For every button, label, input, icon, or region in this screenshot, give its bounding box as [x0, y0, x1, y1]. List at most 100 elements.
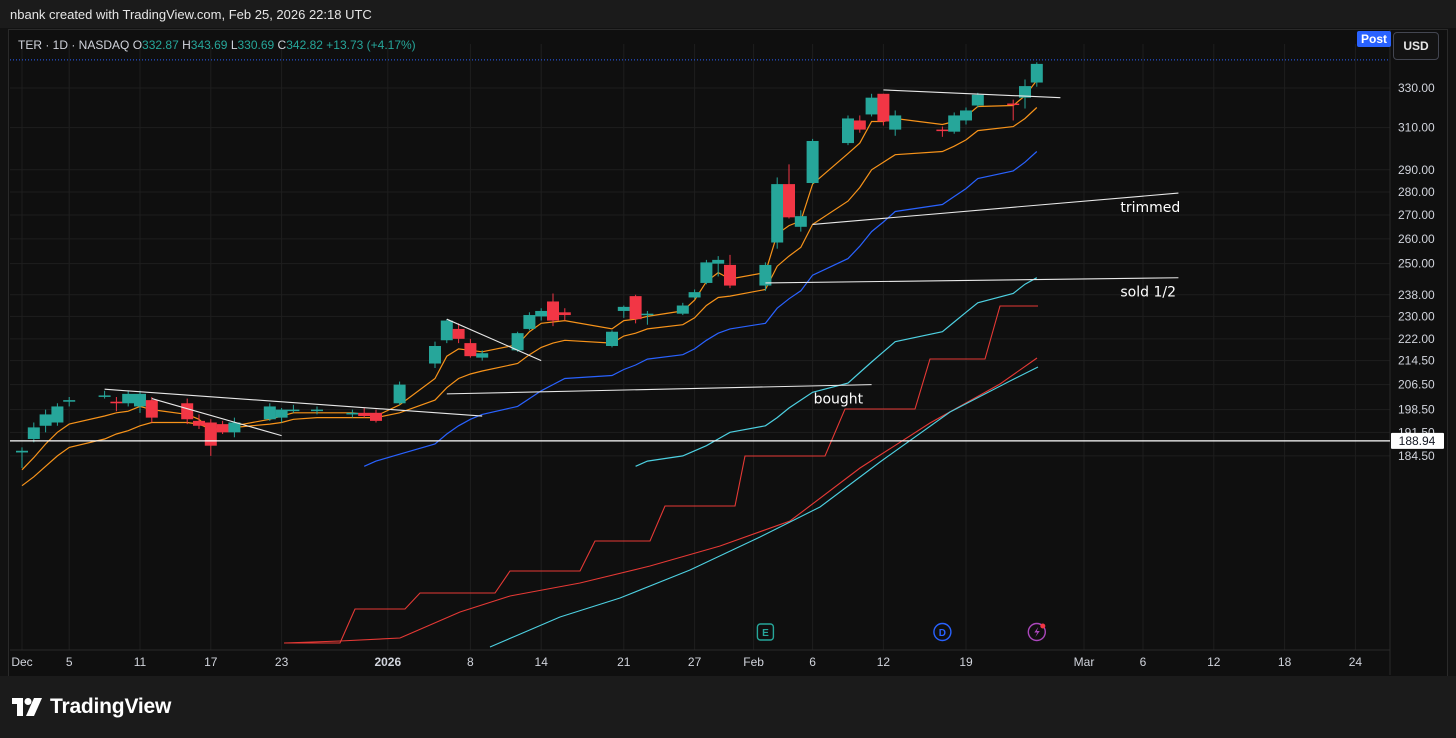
earnings-event-icon[interactable]: [756, 623, 775, 641]
candle-up[interactable]: [63, 400, 76, 402]
x-tick-label: 6: [1140, 655, 1147, 669]
candle-up[interactable]: [606, 331, 618, 346]
y-tick-label: 310.00: [1398, 121, 1435, 135]
candle-up[interactable]: [27, 427, 40, 439]
candle-up[interactable]: [1030, 63, 1043, 83]
notification-dot: [1040, 623, 1046, 629]
x-tick-label: 19: [959, 655, 973, 669]
candle-down[interactable]: [193, 420, 205, 426]
x-tick-label: 5: [66, 655, 73, 669]
candle-up[interactable]: [275, 409, 288, 418]
candle-up[interactable]: [98, 395, 111, 397]
x-tick-label: 8: [467, 655, 474, 669]
candle-down[interactable]: [145, 400, 158, 418]
candle-down[interactable]: [783, 184, 795, 218]
candle-up[interactable]: [134, 393, 146, 407]
low-label: L: [230, 38, 238, 52]
candle-up[interactable]: [523, 315, 536, 329]
candle-up[interactable]: [700, 262, 713, 283]
open-value: 332.87: [142, 38, 179, 52]
annotation-sold-1-2: sold 1/2: [1120, 285, 1176, 301]
y-tick-label: 280.00: [1398, 185, 1435, 199]
close-label: C: [277, 38, 287, 52]
candle-down[interactable]: [724, 264, 736, 286]
tradingview-brand[interactable]: TradingView: [12, 694, 171, 720]
event-marker-label: E: [762, 628, 769, 639]
candle-up[interactable]: [311, 409, 323, 412]
candle-up[interactable]: [440, 320, 453, 341]
candle-up[interactable]: [476, 353, 489, 358]
trendline[interactable]: [765, 277, 1179, 284]
candle-up[interactable]: [960, 110, 972, 121]
candle-down[interactable]: [204, 422, 217, 446]
candle-up[interactable]: [712, 259, 725, 264]
candle-up[interactable]: [688, 292, 701, 298]
y-tick-label: 206.50: [1398, 378, 1435, 392]
candle-up[interactable]: [676, 305, 689, 314]
candle-up[interactable]: [393, 384, 406, 404]
candle-up[interactable]: [51, 406, 64, 423]
price-chart[interactable]: 330.00 310.00 290.00 280.00 270.00 260.00 250.…: [0, 0, 1456, 676]
candle-up[interactable]: [263, 406, 276, 420]
candle-down[interactable]: [547, 301, 559, 321]
candle-up[interactable]: [759, 264, 772, 286]
high-value: 343.69: [190, 38, 228, 52]
candle-down[interactable]: [110, 401, 123, 404]
candle-down[interactable]: [936, 129, 949, 132]
candle-up[interactable]: [1019, 86, 1031, 98]
ema-slow-line: [21, 107, 1038, 487]
candle-down[interactable]: [629, 296, 642, 320]
dividend-event-icon[interactable]: [933, 622, 952, 642]
trendline[interactable]: [446, 318, 542, 362]
candle-up[interactable]: [511, 333, 524, 351]
x-tick-label: 18: [1278, 655, 1292, 669]
candle-down[interactable]: [181, 403, 194, 420]
candle-up[interactable]: [122, 393, 135, 404]
candle-down[interactable]: [370, 412, 382, 421]
candle-up[interactable]: [617, 306, 630, 311]
symbol-name[interactable]: TER · 1D · NASDAQ: [18, 38, 130, 52]
candle-up[interactable]: [346, 412, 359, 415]
candle-down[interactable]: [1007, 103, 1020, 106]
candle-up[interactable]: [287, 409, 300, 412]
candle-up[interactable]: [889, 115, 902, 130]
candle-down[interactable]: [558, 312, 571, 316]
candle-down[interactable]: [216, 424, 229, 433]
trendline[interactable]: [883, 89, 1061, 99]
candle-up[interactable]: [641, 313, 654, 316]
candle-down[interactable]: [877, 93, 890, 122]
post-market-badge[interactable]: Post: [1357, 31, 1391, 47]
open-label: O: [132, 38, 143, 52]
currency-button[interactable]: USD: [1393, 32, 1439, 60]
x-tick-label: Dec: [11, 655, 32, 669]
split-event-icon[interactable]: [1027, 622, 1047, 642]
candle-up[interactable]: [39, 414, 52, 426]
candle-down[interactable]: [452, 328, 465, 339]
trendline[interactable]: [446, 384, 872, 395]
candle-down[interactable]: [853, 120, 866, 130]
candle-up[interactable]: [228, 422, 241, 433]
candle-up[interactable]: [842, 118, 854, 144]
candle-down[interactable]: [358, 412, 371, 417]
chart-frame[interactable]: [8, 29, 1448, 677]
candle-up[interactable]: [429, 345, 441, 364]
candle-up[interactable]: [794, 216, 807, 227]
candle-up[interactable]: [948, 115, 961, 132]
trendline[interactable]: [151, 398, 282, 437]
candle-up[interactable]: [865, 97, 878, 115]
trendline[interactable]: [104, 388, 483, 417]
ma-200-line: [283, 357, 1038, 644]
candle-up[interactable]: [535, 310, 548, 317]
high-label: H: [182, 38, 191, 52]
trendline[interactable]: [812, 192, 1179, 225]
low-value: 330.69: [237, 38, 275, 52]
candle-up[interactable]: [971, 94, 984, 106]
annotation-trimmed: trimmed: [1120, 200, 1180, 216]
candle-up[interactable]: [771, 184, 784, 243]
candle-down[interactable]: [464, 343, 477, 357]
x-tick-label: Mar: [1074, 655, 1095, 669]
ema-mid-line: [363, 151, 1038, 467]
candle-up[interactable]: [16, 450, 28, 453]
candle-up[interactable]: [806, 140, 819, 183]
y-tick-label: 230.00: [1398, 309, 1435, 323]
